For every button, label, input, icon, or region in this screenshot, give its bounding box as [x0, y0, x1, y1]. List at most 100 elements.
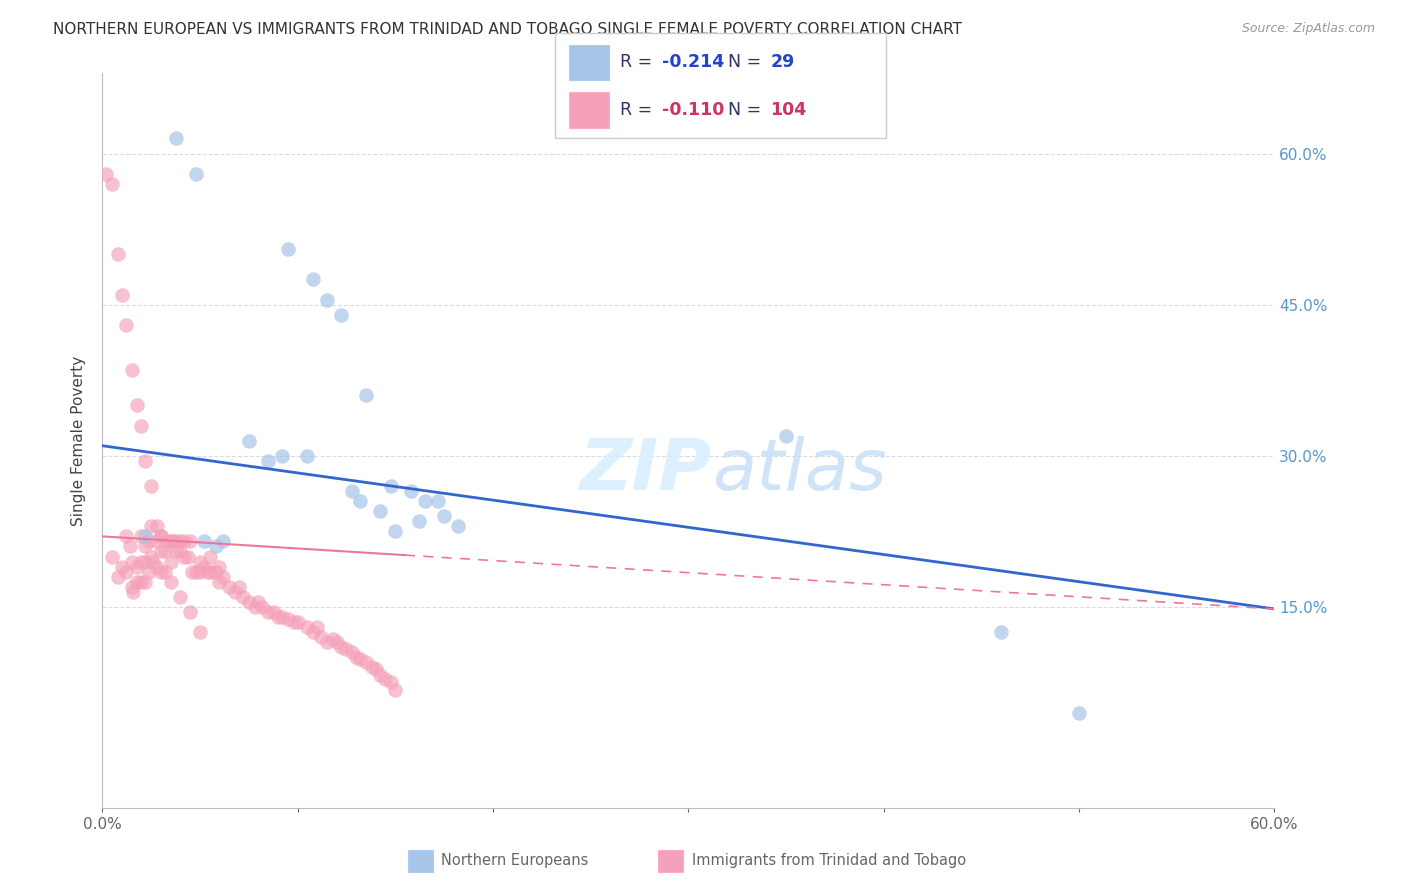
Point — [204, 540, 226, 554]
Text: NORTHERN EUROPEAN VS IMMIGRANTS FROM TRINIDAD AND TOBAGO SINGLE FEMALE POVERTY C: NORTHERN EUROPEAN VS IMMIGRANTS FROM TRI… — [53, 22, 963, 37]
Point — [354, 655, 377, 669]
Text: Source: ZipAtlas.com: Source: ZipAtlas.com — [1241, 22, 1375, 36]
Point — [127, 559, 149, 574]
Point — [193, 534, 215, 549]
Text: R =: R = — [620, 54, 658, 71]
Point — [335, 642, 357, 657]
Point — [153, 565, 176, 579]
Point — [380, 479, 402, 493]
Point — [212, 569, 235, 583]
Point — [169, 590, 191, 604]
Point — [1067, 706, 1090, 720]
Point — [107, 569, 129, 583]
Point — [360, 660, 382, 674]
Point — [159, 574, 181, 589]
Point — [173, 549, 195, 564]
Text: 104: 104 — [770, 101, 807, 119]
Point — [134, 529, 156, 543]
Point — [297, 620, 319, 634]
Point — [197, 565, 219, 579]
Point — [427, 494, 450, 508]
Point — [243, 599, 266, 614]
Point — [101, 177, 124, 191]
Point — [111, 287, 134, 301]
Point — [157, 534, 180, 549]
Point — [193, 559, 215, 574]
Point — [129, 529, 152, 543]
Point — [173, 534, 195, 549]
Point — [228, 580, 250, 594]
Point — [149, 529, 172, 543]
Point — [344, 650, 367, 665]
Point — [184, 565, 207, 579]
Point — [169, 544, 191, 558]
Point — [238, 434, 260, 448]
Point — [139, 519, 162, 533]
Point — [134, 574, 156, 589]
Point — [277, 612, 299, 626]
Point — [342, 483, 364, 498]
Point — [159, 555, 181, 569]
Point — [368, 668, 391, 682]
Point — [121, 580, 143, 594]
Point — [990, 625, 1012, 640]
Point — [146, 519, 169, 533]
Point — [408, 514, 430, 528]
Point — [342, 645, 364, 659]
Point — [775, 428, 797, 442]
Point — [114, 529, 136, 543]
Point — [349, 652, 371, 666]
Point — [368, 504, 391, 518]
Point — [159, 534, 181, 549]
Point — [188, 625, 211, 640]
Point — [218, 580, 240, 594]
Point — [122, 584, 145, 599]
Point — [315, 635, 337, 649]
Point — [127, 399, 149, 413]
Point — [101, 549, 124, 564]
Point — [297, 449, 319, 463]
Point — [413, 494, 436, 508]
Point — [271, 610, 294, 624]
Point — [121, 555, 143, 569]
Point — [169, 534, 191, 549]
Point — [149, 529, 172, 543]
Text: -0.214: -0.214 — [662, 54, 724, 71]
Point — [257, 454, 280, 468]
Point — [139, 549, 162, 564]
Point — [184, 167, 207, 181]
Point — [247, 595, 270, 609]
Point — [138, 565, 160, 579]
Text: 29: 29 — [770, 54, 794, 71]
Point — [134, 540, 156, 554]
Point — [181, 565, 204, 579]
Point — [198, 549, 221, 564]
Text: -0.110: -0.110 — [662, 101, 724, 119]
Point — [384, 524, 406, 539]
Point — [302, 625, 325, 640]
Text: ZIP: ZIP — [579, 435, 711, 505]
Point — [188, 555, 211, 569]
Point — [399, 483, 422, 498]
Point — [127, 574, 149, 589]
Point — [287, 615, 309, 629]
Point — [283, 615, 305, 629]
Point — [302, 272, 325, 286]
Point — [134, 555, 156, 569]
Point — [232, 590, 254, 604]
Point — [129, 418, 152, 433]
Point — [354, 388, 377, 402]
Point — [111, 559, 134, 574]
Text: R =: R = — [620, 101, 658, 119]
Point — [433, 509, 456, 524]
Point — [325, 635, 347, 649]
Point — [107, 247, 129, 261]
Point — [257, 605, 280, 619]
Text: N =: N = — [728, 54, 768, 71]
Point — [129, 574, 152, 589]
Point — [277, 242, 299, 256]
Point — [212, 534, 235, 549]
Point — [309, 630, 332, 644]
Point — [165, 544, 187, 558]
Text: Northern Europeans: Northern Europeans — [441, 854, 589, 868]
